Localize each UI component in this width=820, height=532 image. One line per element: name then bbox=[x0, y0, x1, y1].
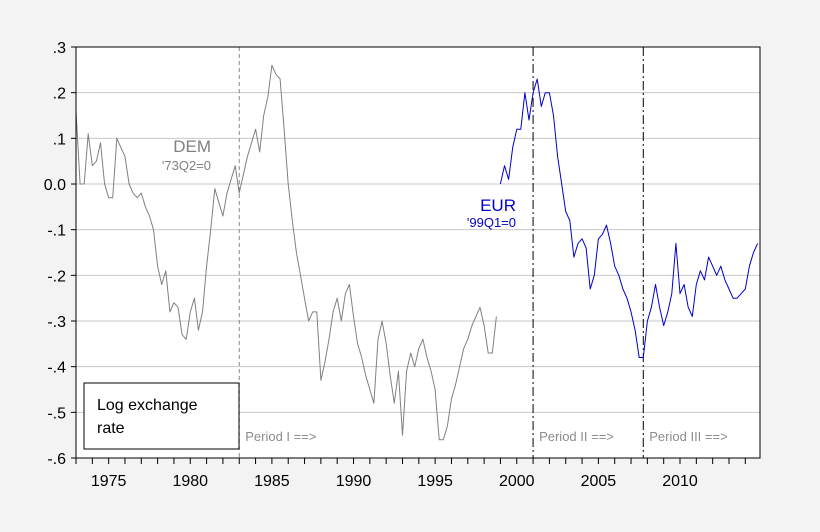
series-lines bbox=[75, 64, 759, 441]
period-label: Period II ==> bbox=[539, 429, 614, 444]
y-tick-label: .1 bbox=[53, 131, 66, 148]
series-base-dem: '73Q2=0 bbox=[162, 158, 211, 173]
x-tick-label: 1995 bbox=[417, 473, 453, 490]
y-tick-label: -.5 bbox=[47, 405, 66, 422]
legend-line-2: rate bbox=[97, 420, 125, 437]
period-label: Period I ==> bbox=[245, 429, 316, 444]
x-tick-label: 1985 bbox=[254, 473, 290, 490]
y-tick-label: .3 bbox=[53, 40, 66, 57]
y-tick-label: .2 bbox=[53, 86, 66, 103]
x-tick-label: 1980 bbox=[172, 473, 208, 490]
legend-line-1: Log exchange bbox=[97, 397, 198, 414]
legend-box: Log exchange rate bbox=[83, 382, 240, 450]
y-tick-label: -.6 bbox=[47, 451, 66, 468]
plot-frame bbox=[75, 46, 761, 459]
series-name-eur: EUR bbox=[480, 196, 516, 215]
x-tick-label: 2005 bbox=[581, 473, 617, 490]
x-tick-label: 1990 bbox=[336, 473, 372, 490]
y-tick-label: -.1 bbox=[47, 223, 66, 240]
series-labels: DEM '73Q2=0 EUR'99Q1=0 bbox=[162, 137, 516, 230]
y-tick-label: -.3 bbox=[47, 314, 66, 331]
period-lines: Period I ==> Period II ==> Period III ==> bbox=[238, 47, 728, 458]
y-axis-ticks: .3 .2 .1 0.0 -.1 -.2 -.3 -.4 -.5 -.6 bbox=[44, 40, 76, 468]
y-tick-label: -.2 bbox=[47, 268, 66, 285]
series-base-eur: '99Q1=0 bbox=[467, 215, 516, 230]
series-line-eur bbox=[499, 78, 759, 358]
x-axis-ticks: 1975 1980 1985 1990 1995 2000 2005 2010 bbox=[75, 458, 746, 490]
period-label: Period III ==> bbox=[649, 429, 727, 444]
series-name-dem: DEM bbox=[173, 137, 211, 156]
legend-frame bbox=[83, 382, 240, 450]
y-tick-label: 0.0 bbox=[44, 177, 66, 194]
x-tick-label: 1975 bbox=[91, 473, 127, 490]
series-line-dem bbox=[75, 64, 497, 441]
x-tick-label: 2010 bbox=[662, 473, 698, 490]
x-tick-label: 2000 bbox=[499, 473, 535, 490]
y-tick-label: -.4 bbox=[47, 360, 66, 377]
